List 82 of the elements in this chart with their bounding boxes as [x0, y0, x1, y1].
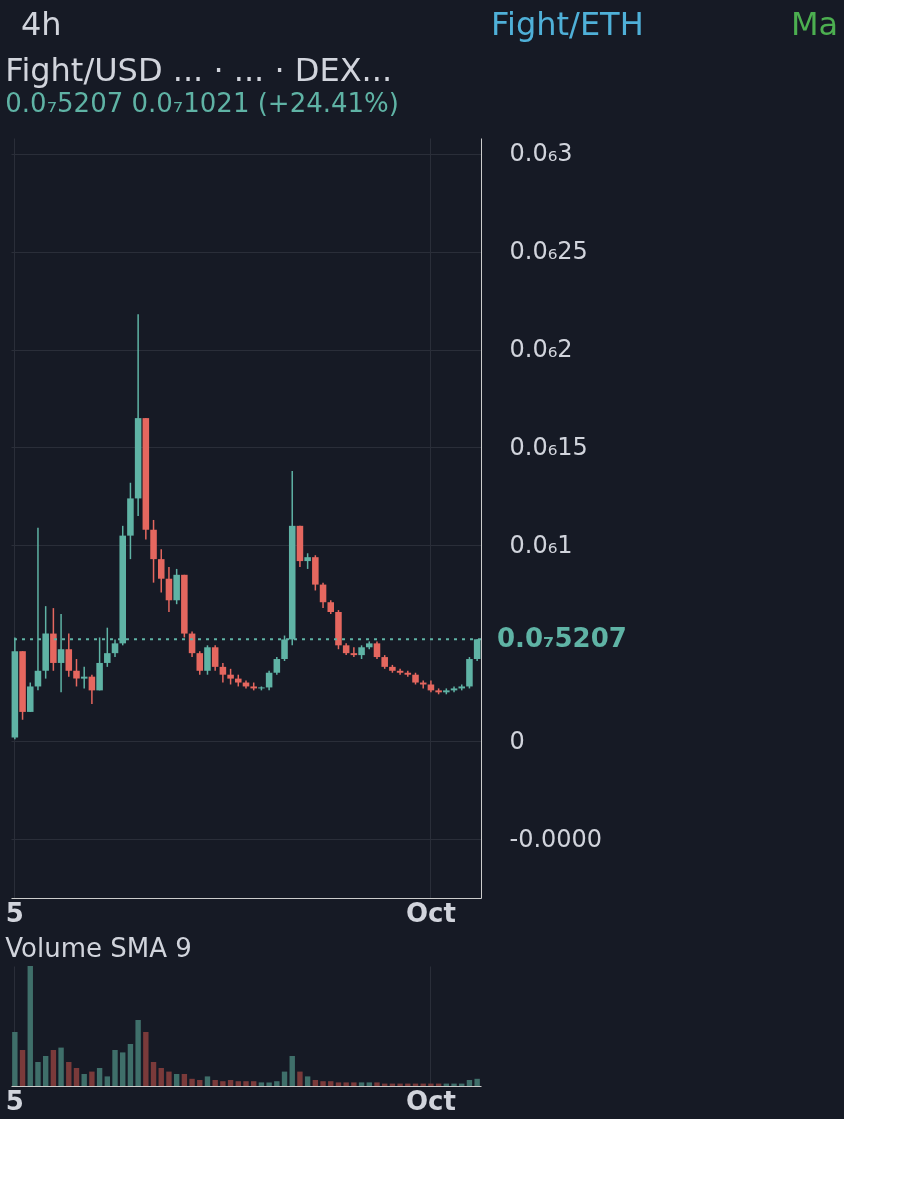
y-tick-label: 0: [509, 726, 525, 755]
text: Fight/ETH: [491, 5, 644, 43]
bar: [243, 1081, 249, 1086]
bar: [58, 1047, 64, 1086]
y-tick-label: 0.0₆25: [509, 237, 588, 266]
bar: [451, 1083, 457, 1086]
bar: [73, 1068, 80, 1086]
text: Ma: [791, 5, 839, 43]
candlestick: [73, 658, 80, 688]
y-tick-label: 0.0₆15: [509, 432, 588, 461]
x-tick-label: 5: [5, 1085, 24, 1116]
bar: [135, 1020, 141, 1086]
bar: [335, 1082, 342, 1086]
bar: [266, 1082, 272, 1086]
bar: [166, 1071, 172, 1086]
candlestick: [80, 666, 88, 690]
bar: [466, 1080, 473, 1086]
bar: [12, 1032, 18, 1086]
text: 4h: [21, 5, 62, 43]
chart-title: Volume SMA 9: [5, 933, 192, 963]
chart-subtitle: 0.0₇5207 0.0₇1021 (+24.41%): [5, 88, 399, 118]
bar: [127, 1044, 134, 1086]
candlestick: [157, 548, 165, 594]
bar: [96, 1068, 103, 1086]
bar: [343, 1082, 349, 1086]
ref-line-label: 0.0₇5207: [497, 623, 627, 654]
y-tick-label: -0.0000: [509, 824, 603, 853]
bar: [81, 1074, 87, 1086]
bar: [204, 1076, 211, 1086]
bar: [405, 1083, 411, 1086]
bar: [351, 1082, 357, 1086]
bar: [42, 1056, 49, 1086]
bar: [197, 1080, 203, 1086]
bar: [150, 1062, 157, 1086]
bar: [143, 1032, 149, 1086]
x-tick-label: Oct: [405, 1085, 456, 1116]
candlestick: [350, 646, 358, 658]
bar: [328, 1081, 334, 1086]
bar: [104, 1076, 111, 1086]
bar: [289, 1056, 295, 1086]
x-tick-label: Oct: [405, 897, 456, 928]
bar: [258, 1082, 265, 1086]
candlestick: [219, 662, 227, 684]
bar: [189, 1078, 195, 1086]
bar: [251, 1081, 257, 1086]
chart-title: Fight/USD ... · ... · DEX...: [5, 51, 393, 89]
bar: [320, 1081, 326, 1086]
bar: [66, 1062, 72, 1086]
bar: [281, 1071, 288, 1086]
bar: [227, 1080, 234, 1086]
bar: [120, 1052, 126, 1086]
bar: [19, 1050, 26, 1086]
bar: [212, 1080, 218, 1086]
bar: [312, 1080, 319, 1086]
bar: [158, 1068, 164, 1086]
bar: [474, 1078, 480, 1086]
bar: [89, 1071, 95, 1086]
bar: [374, 1082, 380, 1086]
bar: [297, 1071, 303, 1086]
y-tick-label: 0.0₆2: [509, 335, 573, 364]
bar: [35, 1062, 41, 1086]
bar: [50, 1050, 57, 1086]
candlestick: [104, 626, 111, 668]
bar: [274, 1081, 280, 1086]
bar: [366, 1082, 372, 1086]
bar: [27, 966, 33, 1086]
candlestick: [196, 650, 204, 676]
candlestick: [211, 644, 219, 672]
bar: [173, 1074, 180, 1086]
bar: [304, 1076, 311, 1086]
bar: [358, 1082, 365, 1086]
bar: [397, 1083, 403, 1086]
bar: [235, 1081, 241, 1086]
x-tick-label: 5: [5, 897, 24, 928]
bar: [112, 1050, 118, 1086]
bar: [220, 1081, 226, 1086]
candlestick: [204, 644, 211, 676]
y-tick-label: 0.0₆3: [509, 139, 573, 168]
candlestick: [65, 632, 73, 678]
bar: [181, 1074, 188, 1086]
bar: [428, 1083, 434, 1086]
y-tick-label: 0.0₆1: [509, 530, 573, 559]
